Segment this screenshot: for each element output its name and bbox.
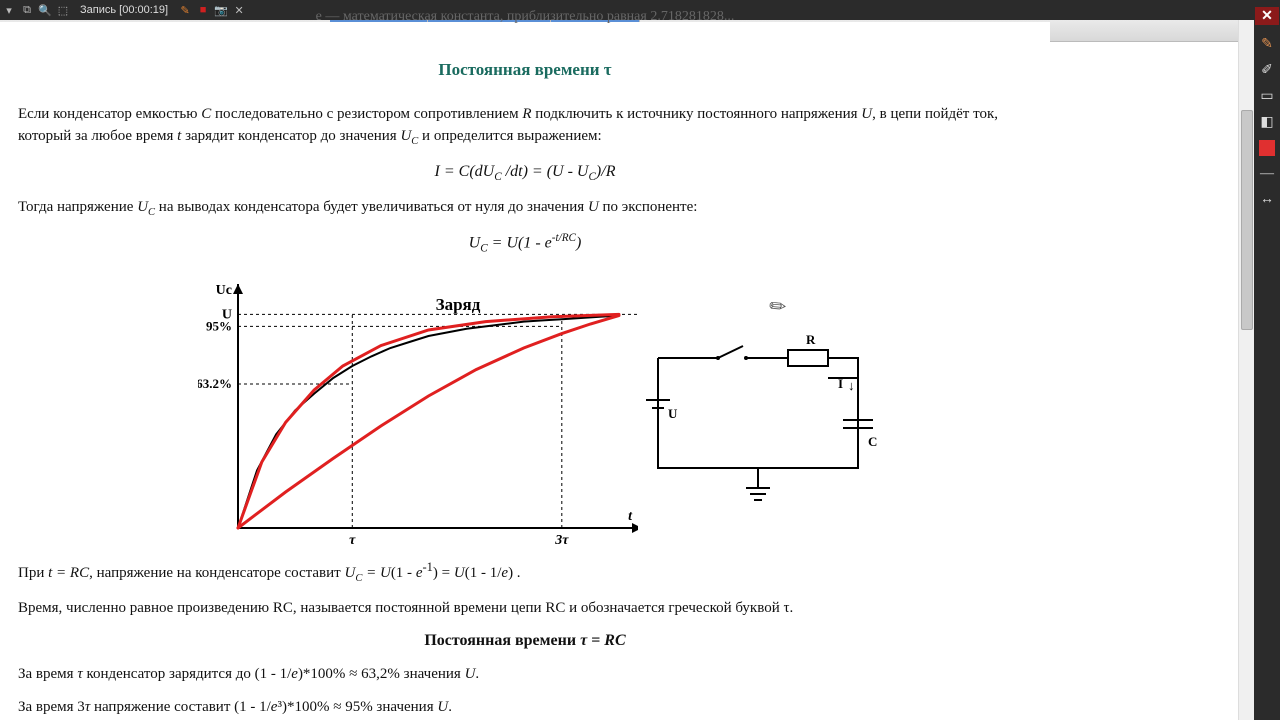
svg-text:U: U [668, 406, 678, 421]
eraser-tool-icon[interactable]: ◧ [1257, 112, 1277, 132]
svg-text:Заряд: Заряд [436, 295, 481, 314]
svg-text:Uc: Uc [216, 283, 232, 298]
equation-2: UC = U(1 - e-t/RC) [18, 230, 1032, 257]
paragraph-5: За время τ конденсатор зарядится до (1 -… [18, 663, 1032, 686]
svg-text:C: C [868, 434, 877, 449]
scrollbar-thumb[interactable] [1241, 110, 1253, 330]
chart-svg: UcU95%63.2%τ3τtЗаряд [198, 268, 638, 548]
svg-text:95%: 95% [206, 318, 232, 333]
circuit-svg: R I ↓ C U [628, 328, 888, 528]
svg-text:R: R [806, 332, 816, 347]
partial-previous-line: e — математическая константа, приблизите… [18, 6, 1032, 27]
paragraph-1: Если конденсатор емкостью C последовател… [18, 103, 1032, 150]
pencil-tool-icon[interactable]: ✎ [1257, 34, 1277, 54]
document-area: e — математическая константа, приблизите… [0, 22, 1050, 720]
svg-text:τ: τ [349, 533, 356, 548]
svg-text:↓: ↓ [848, 378, 855, 393]
paragraph-2: Тогда напряжение UC на выводах конденсат… [18, 196, 1032, 221]
pen-tool-icon[interactable]: ✐ [1257, 60, 1277, 80]
color-swatch[interactable] [1257, 138, 1277, 158]
paragraph-4: Время, численно равное произведению RC, … [18, 597, 1032, 620]
line-tool-icon[interactable]: — [1257, 164, 1277, 184]
charging-chart: UcU95%63.2%τ3τtЗаряд [198, 268, 638, 548]
annotation-toolbar: ✕ ✎ ✐ ▭ ◧ — ↔ [1254, 0, 1280, 720]
rect-tool-icon[interactable]: ▭ [1257, 86, 1277, 106]
svg-text:63.2%: 63.2% [198, 376, 232, 391]
equation-1: I = C(dUC /dt) = (U - UC)/R [18, 160, 1032, 186]
figure-row: UcU95%63.2%τ3τtЗаряд RI↓CU [198, 268, 1032, 548]
svg-text:3τ: 3τ [554, 533, 569, 548]
equation-3: Постоянная времени τ = RC [18, 629, 1032, 653]
arrows-tool-icon[interactable]: ↔ [1257, 190, 1277, 210]
toolbar-close-icon[interactable]: ✕ [1255, 7, 1279, 25]
svg-text:I: I [838, 376, 843, 391]
rc-circuit: R I ↓ C U [628, 328, 888, 528]
vertical-scrollbar[interactable] [1238, 20, 1254, 720]
menu-icon[interactable]: ▾ [0, 4, 18, 17]
section-title: Постоянная времени τ [18, 57, 1032, 83]
paragraph-3: При t = RC, напряжение на конденсаторе с… [18, 558, 1032, 587]
paragraph-6: За время 3τ напряжение составит (1 - 1/e… [18, 696, 1032, 719]
